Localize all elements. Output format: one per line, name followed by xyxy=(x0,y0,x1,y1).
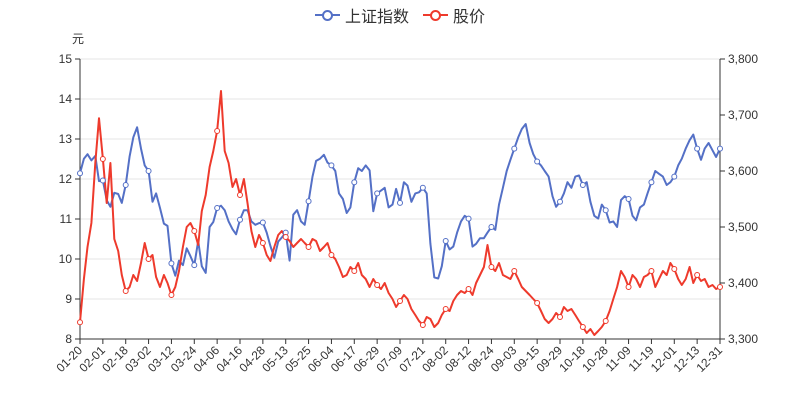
price-point xyxy=(511,268,518,274)
x-tick-label: 12-31 xyxy=(694,343,726,375)
price-point xyxy=(282,234,289,240)
index-point xyxy=(488,224,495,230)
grid-lines xyxy=(80,58,720,300)
legend-line-icon-price xyxy=(423,8,448,22)
legend-label-price: 股价 xyxy=(453,9,486,26)
index-point xyxy=(168,260,175,267)
index-point xyxy=(465,215,472,222)
index-point xyxy=(351,179,358,186)
right-tick-label: 3,600 xyxy=(728,164,758,178)
price-point xyxy=(259,240,266,246)
index-point xyxy=(305,198,312,205)
left-tick-label: 10 xyxy=(59,252,73,266)
index-point xyxy=(442,238,449,244)
legend-line-icon-index xyxy=(314,8,340,22)
left-tick-label: 14 xyxy=(59,92,73,106)
price-point xyxy=(99,156,106,162)
price-point xyxy=(579,324,586,330)
index-point xyxy=(511,145,518,152)
price-point xyxy=(419,322,426,328)
index-point xyxy=(648,179,655,186)
left-tick-label: 9 xyxy=(65,292,72,306)
price-point xyxy=(168,292,175,298)
index-point xyxy=(534,158,541,165)
index-point xyxy=(191,262,198,269)
series-markers xyxy=(77,128,723,330)
price-point xyxy=(191,228,198,234)
price-point xyxy=(488,264,495,270)
left-tick-label: 13 xyxy=(59,132,73,146)
x-tick-label: 11-09 xyxy=(603,343,634,374)
index-point xyxy=(717,145,723,152)
index-point xyxy=(671,173,678,180)
right-tick-label: 3,700 xyxy=(728,108,758,122)
left-tick-label: 11 xyxy=(60,212,73,226)
index-point xyxy=(694,145,701,152)
left-tick-label: 12 xyxy=(59,172,73,186)
index-point xyxy=(328,162,335,169)
price-point xyxy=(328,252,335,258)
price-point xyxy=(397,298,403,304)
price-point xyxy=(77,319,83,326)
axes: 8 9 10 11 12 13 14 15 3,300 3,400 3,500 3,600 3,700 3… xyxy=(54,52,759,375)
index-point xyxy=(77,170,83,177)
price-point xyxy=(625,284,632,290)
price-point xyxy=(374,282,381,288)
legend-label-index: 上证指数 xyxy=(344,9,409,26)
price-point xyxy=(442,306,449,312)
price-point xyxy=(145,256,152,262)
index-point xyxy=(214,204,221,211)
left-tick-label: 8 xyxy=(65,332,72,346)
price-point xyxy=(694,272,701,278)
left-tick-label: 15 xyxy=(59,52,73,66)
index-point xyxy=(122,182,129,188)
x-tick-label: 10-28 xyxy=(579,343,611,375)
legend-item-index[interactable]: 上证指数 xyxy=(314,3,409,27)
price-point xyxy=(671,266,678,272)
index-point xyxy=(625,196,632,202)
price-point xyxy=(717,284,723,290)
right-tick-label: 3,800 xyxy=(728,52,758,66)
index-point xyxy=(237,216,243,223)
index-point xyxy=(259,219,266,226)
right-tick-label: 3,500 xyxy=(728,220,758,234)
price-point xyxy=(534,300,541,306)
index-point xyxy=(419,184,426,191)
index-point xyxy=(579,182,586,188)
index-point xyxy=(374,190,381,197)
price-point xyxy=(557,314,563,320)
price-point xyxy=(351,268,358,274)
right-tick-label: 3,300 xyxy=(728,332,758,346)
price-point xyxy=(122,288,129,294)
left-axis-unit: 元 xyxy=(72,32,85,46)
price-point xyxy=(214,128,221,134)
legend-item-price[interactable]: 股价 xyxy=(423,3,485,27)
price-point xyxy=(648,268,655,274)
price-point xyxy=(465,286,472,292)
index-point xyxy=(99,177,106,184)
chart-legend: 上证指数 股价 xyxy=(0,4,800,26)
right-tick-label: 3,400 xyxy=(728,276,758,290)
price-point xyxy=(602,318,609,324)
index-point xyxy=(602,207,609,214)
index-point xyxy=(145,168,152,174)
price-point xyxy=(237,192,243,198)
index-point xyxy=(557,198,563,205)
index-point xyxy=(397,199,403,206)
price-point xyxy=(305,244,312,250)
